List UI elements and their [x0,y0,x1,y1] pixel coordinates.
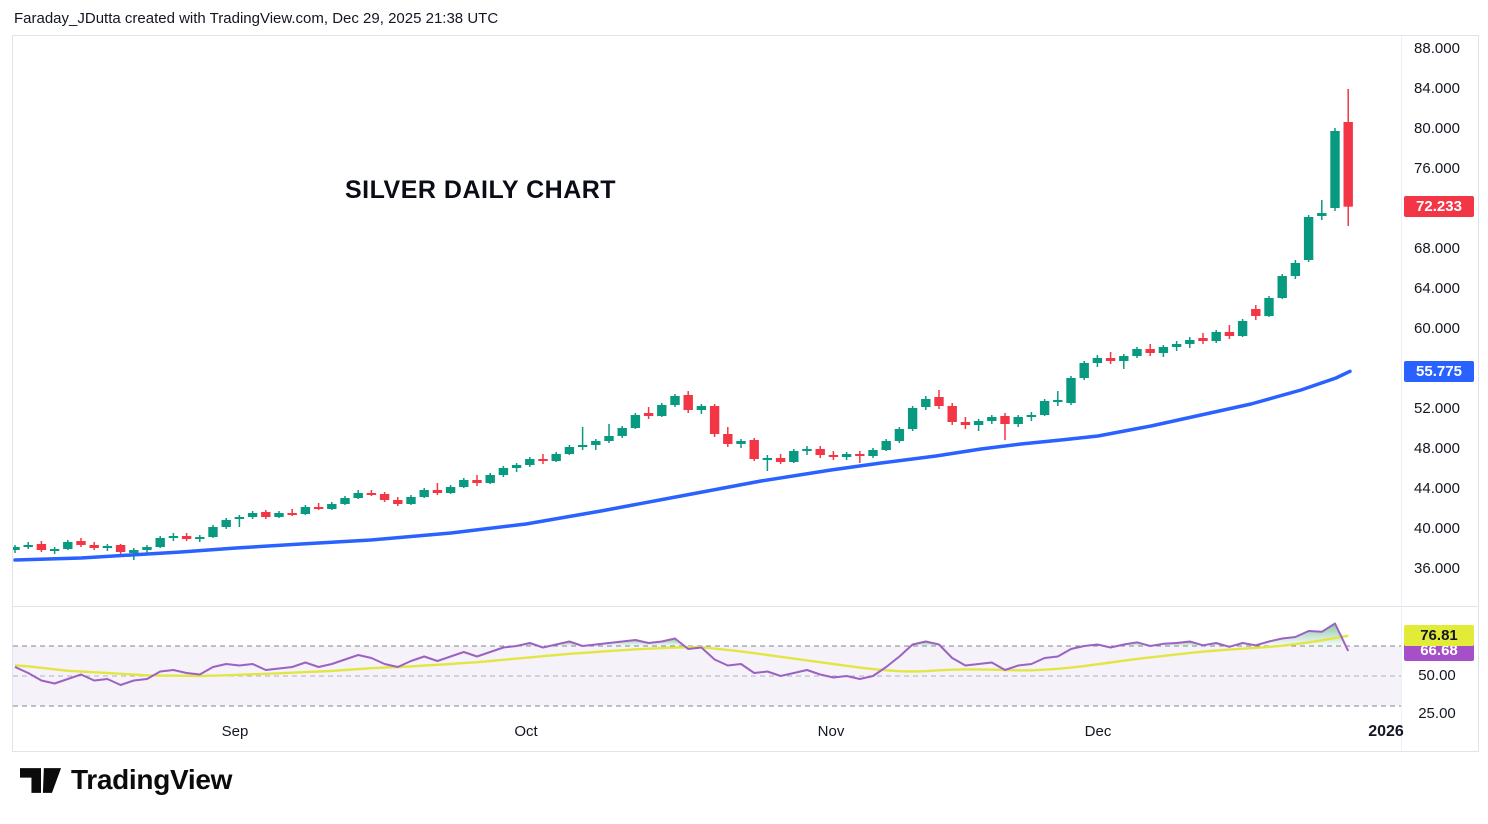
rsi-ma-value-badge: 76.81 [1404,625,1474,647]
tradingview-logo[interactable]: TradingView [20,764,232,796]
price-tick-label: 84.000 [1414,80,1460,97]
pane-separator[interactable] [13,606,1478,607]
price-tick-label: 52.000 [1414,400,1460,417]
chart-title: SILVER DAILY CHART [345,176,617,204]
price-tick-label: 68.000 [1414,240,1460,257]
rsi-canvas[interactable] [13,606,1401,716]
tradingview-logo-icon [20,767,62,793]
time-axis-year-label: 2026 [1368,723,1404,740]
chart-attribution: Faraday_JDutta created with TradingView.… [14,10,499,27]
price-tick-label: 64.000 [1414,280,1460,297]
price-tick-label: 40.000 [1414,520,1460,537]
price-tick-label: 88.000 [1414,40,1460,57]
main-price-pane[interactable]: SILVER DAILY CHART [13,36,1401,606]
candlestick-canvas[interactable] [13,36,1401,606]
price-tick-label: 60.000 [1414,320,1460,337]
time-axis-month-label: Oct [514,723,538,740]
rsi-indicator-pane[interactable] [13,606,1401,716]
price-tick-label: 76.000 [1414,160,1460,177]
time-axis-month-label: Dec [1084,723,1112,740]
ma-value-badge: 55.775 [1404,360,1474,382]
time-axis[interactable]: Sep Oct Nov Dec 2026 [13,716,1404,751]
price-scale-separator [1401,36,1402,751]
time-axis-month-label: Sep [221,723,249,740]
price-tick-label: 36.000 [1414,560,1460,577]
price-tick-label: 80.000 [1414,120,1460,137]
last-price-badge: 72.233 [1404,196,1474,218]
time-axis-month-label: Nov [817,723,845,740]
rsi-tick-label: 25.00 [1418,704,1456,722]
rsi-tick-label: 50.00 [1418,667,1456,684]
tradingview-logo-text: TradingView [71,764,233,795]
chart-widget: SILVER DAILY CHART 88.000 84.000 80.000 76.… [12,35,1479,752]
price-tick-label: 44.000 [1414,480,1460,497]
price-scale[interactable]: 88.000 84.000 80.000 76.000 68.000 64.000 60.0… [1402,36,1478,751]
price-tick-label: 48.000 [1414,440,1460,457]
